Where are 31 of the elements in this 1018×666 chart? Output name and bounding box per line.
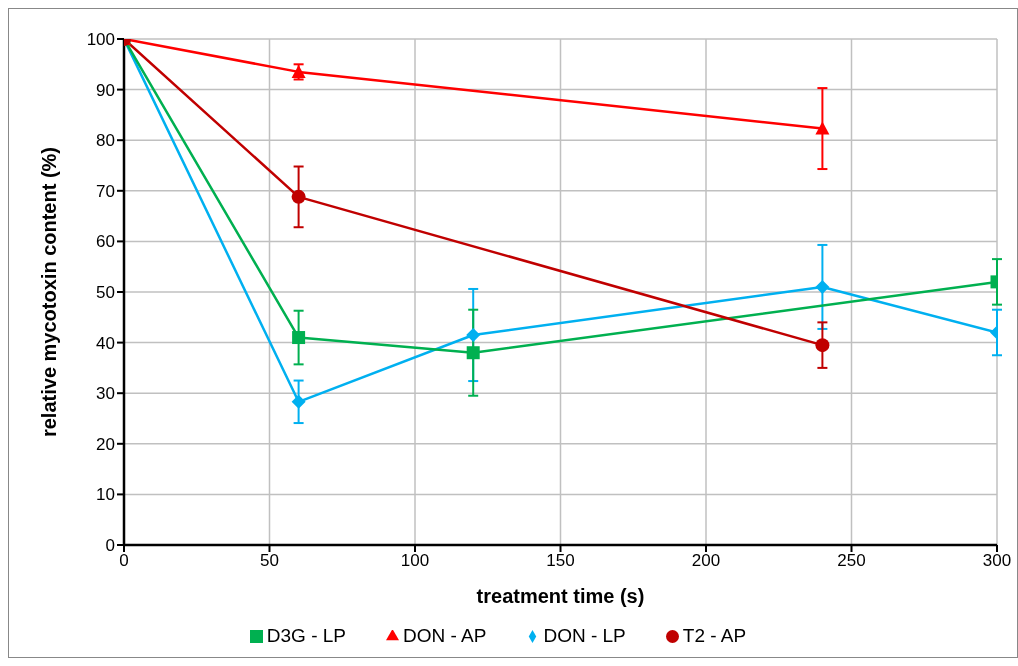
y-tick-label: 90 [96, 80, 115, 100]
x-axis-title: treatment time (s) [476, 585, 645, 607]
legend-label: D3G - LP [266, 625, 347, 646]
y-axis-title: relative mycotoxin content (%) [38, 146, 61, 438]
y-tick-label: 70 [96, 181, 115, 201]
point [466, 328, 481, 343]
y-tick-label: 30 [96, 384, 115, 404]
y-tick-label: 60 [96, 232, 115, 252]
point [291, 394, 306, 409]
x-tick-label: 250 [837, 551, 866, 571]
point [291, 189, 306, 204]
y-tick-label: 40 [96, 333, 115, 353]
x-tick-label: 50 [260, 551, 279, 571]
x-tick-label: 100 [400, 551, 430, 571]
y-tick-label: 0 [105, 536, 115, 556]
y-tick-label: 50 [96, 283, 115, 303]
legend-label: T2 - AP [682, 625, 747, 646]
point [466, 346, 480, 360]
point [815, 338, 830, 353]
x-tick-label: 200 [691, 551, 721, 571]
y-tick-label: 80 [96, 131, 115, 151]
x-tick-label: 150 [546, 551, 575, 571]
y-tick-label: 20 [96, 434, 115, 454]
x-tick-label: 300 [982, 551, 1012, 571]
point [292, 331, 306, 345]
x-tick-label: 0 [119, 551, 129, 571]
point [815, 279, 830, 294]
legend-label: DON - LP [543, 625, 626, 646]
legend-label: DON - AP [403, 625, 487, 646]
y-tick-label: 100 [86, 30, 115, 50]
y-tick-label: 10 [96, 485, 115, 505]
